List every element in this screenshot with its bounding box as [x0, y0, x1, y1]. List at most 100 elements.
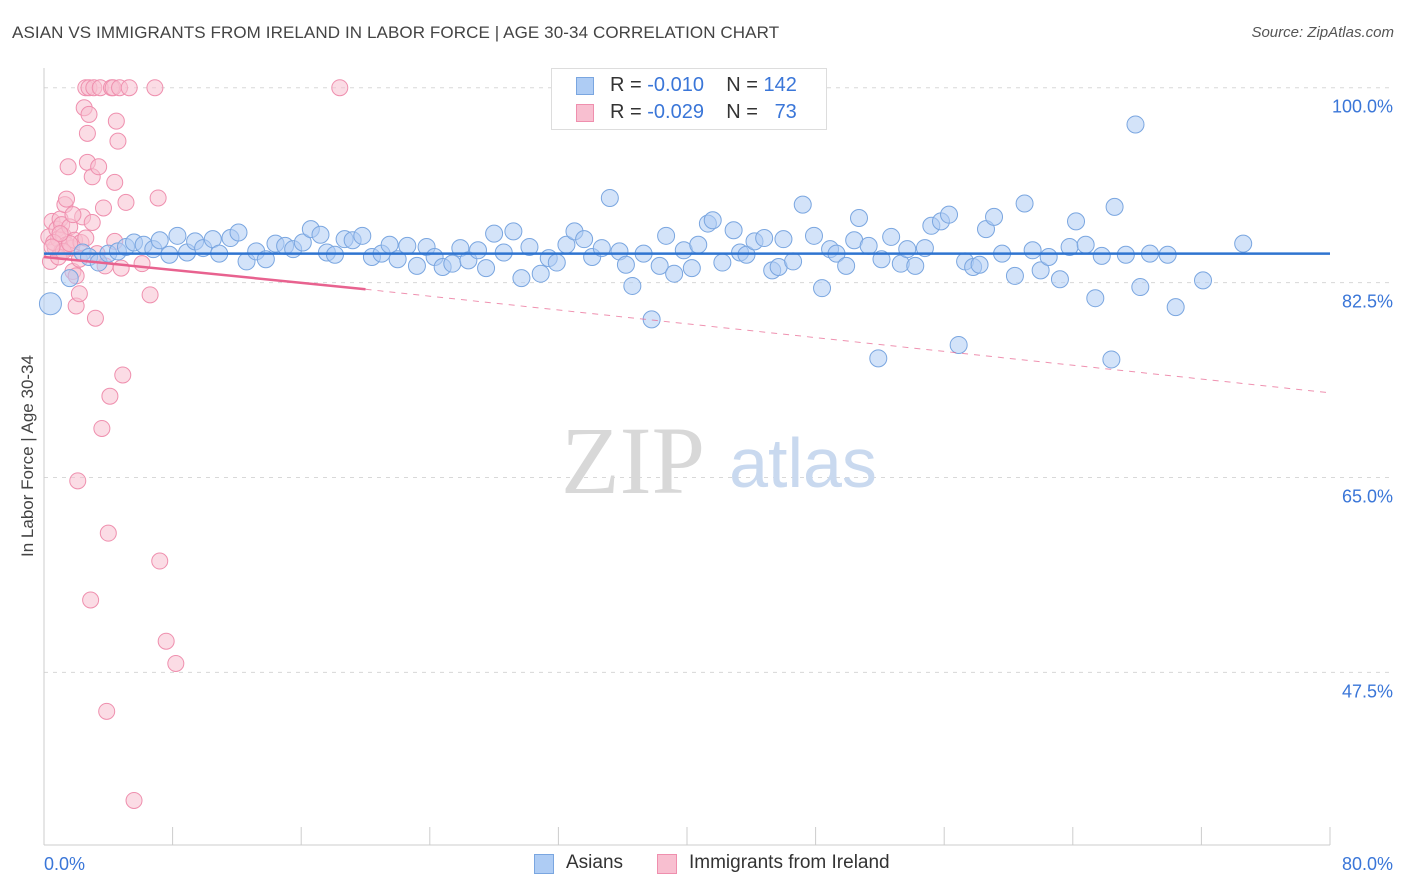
- asian-point-130: [1194, 271, 1213, 290]
- asian-point-124: [1105, 197, 1124, 216]
- asian-point-99: [898, 240, 917, 259]
- asian-point-0: [38, 292, 62, 316]
- trend-lines: [43, 252, 1331, 394]
- asian-point-75: [703, 211, 722, 230]
- ireland-point-67: [77, 229, 95, 247]
- source-label: Source: ZipAtlas.com: [1251, 24, 1394, 41]
- asian-point-88: [813, 279, 832, 298]
- asian-point-13: [168, 226, 187, 245]
- y-tick-label-0: 100.0%: [1332, 97, 1393, 117]
- asian-point-34: [353, 226, 372, 245]
- asian-points: [38, 115, 1253, 369]
- asian-point-97: [882, 227, 901, 246]
- y-tick-label-2: 65.0%: [1342, 486, 1393, 506]
- asian-point-77: [724, 221, 743, 240]
- asian-point-122: [1092, 246, 1111, 265]
- asian-point-104: [940, 205, 959, 224]
- asians-r-value: -0.010: [647, 74, 704, 96]
- asian-point-1: [60, 269, 79, 288]
- asian-point-69: [657, 226, 676, 245]
- tick-labels: 100.0% 82.5% 65.0% 47.5% 0.0% 80.0%: [44, 97, 1393, 874]
- asian-point-81: [755, 229, 774, 248]
- ireland-legend-swatch: [657, 854, 677, 874]
- asian-point-96: [872, 250, 891, 269]
- asian-point-23: [256, 250, 275, 269]
- ireland-point-38: [94, 199, 112, 217]
- asian-point-108: [970, 255, 989, 274]
- asian-point-53: [520, 237, 539, 256]
- asian-point-49: [485, 224, 504, 243]
- ireland-point-41: [99, 524, 117, 542]
- asian-point-61: [592, 239, 611, 258]
- gridlines: [44, 87, 1392, 673]
- asians-swatch: [576, 77, 594, 95]
- asian-point-27: [293, 233, 312, 252]
- ireland-points: [40, 79, 349, 809]
- asians-r-label: R =: [610, 74, 642, 96]
- x-tick-label-1: 80.0%: [1342, 854, 1393, 874]
- asian-point-73: [689, 235, 708, 254]
- chart-title: ASIAN VS IMMIGRANTS FROM IRELAND IN LABO…: [12, 23, 780, 42]
- ireland-point-29: [82, 591, 100, 609]
- ireland-point-53: [125, 791, 143, 809]
- ireland-point-46: [107, 112, 125, 130]
- ireland-point-56: [146, 79, 164, 97]
- asian-point-101: [915, 239, 934, 258]
- asian-point-29: [311, 225, 330, 244]
- asian-point-121: [1086, 289, 1105, 308]
- asian-point-127: [1131, 278, 1150, 297]
- asian-point-94: [859, 236, 878, 255]
- ireland-point-40: [98, 702, 116, 720]
- ireland-point-52: [120, 79, 138, 97]
- asian-point-62: [600, 188, 619, 207]
- asian-point-113: [1015, 194, 1034, 213]
- asian-point-44: [443, 254, 462, 273]
- ireland-point-26: [78, 124, 96, 142]
- ireland-point-13: [59, 158, 77, 176]
- asian-point-129: [1166, 298, 1185, 317]
- ireland-point-69: [43, 238, 61, 256]
- asian-point-48: [477, 259, 496, 278]
- asian-point-72: [682, 259, 701, 278]
- ireland-n-value: 73: [774, 101, 797, 123]
- y-tick-label-1: 82.5%: [1342, 292, 1393, 312]
- ireland-point-35: [90, 158, 108, 176]
- asian-point-39: [398, 236, 417, 255]
- ireland-point-20: [69, 472, 87, 490]
- watermark: ZIP atlas: [561, 407, 877, 514]
- ireland-trend-extension: [365, 288, 1331, 394]
- series-legend: Asians Immigrants from Ireland: [0, 852, 1406, 878]
- ireland-r-value: -0.029: [647, 101, 704, 123]
- asian-point-47: [469, 241, 488, 260]
- ireland-swatch: [576, 104, 594, 122]
- asian-point-115: [1031, 261, 1050, 280]
- ireland-legend-label: Immigrants from Ireland: [689, 852, 890, 873]
- asian-point-68: [650, 256, 669, 275]
- asian-point-84: [774, 230, 793, 249]
- ireland-point-45: [106, 173, 124, 191]
- ireland-point-47: [109, 132, 127, 150]
- asian-point-119: [1067, 212, 1086, 231]
- y-tick-label-3: 47.5%: [1342, 681, 1393, 701]
- asian-point-65: [623, 276, 642, 295]
- correlation-legend: R = -0.010 N = 142 R = -0.029 N = 73: [551, 68, 827, 130]
- asian-point-70: [665, 264, 684, 283]
- ireland-point-60: [167, 654, 185, 672]
- asians-legend-swatch: [534, 854, 554, 874]
- asian-point-120: [1076, 235, 1095, 254]
- ireland-point-68: [83, 213, 101, 231]
- asians-n-label: N =: [726, 74, 758, 96]
- asian-point-112: [1005, 266, 1024, 285]
- ireland-point-33: [86, 309, 104, 327]
- asian-point-54: [531, 264, 550, 283]
- asian-point-20: [229, 223, 248, 242]
- ireland-trend-line: [43, 255, 366, 291]
- asian-point-76: [713, 253, 732, 272]
- asian-point-95: [869, 349, 888, 368]
- ireland-point-51: [117, 193, 135, 211]
- ireland-point-57: [149, 189, 167, 207]
- watermark-atlas: atlas: [729, 424, 877, 502]
- ireland-point-49: [112, 259, 130, 277]
- asian-point-131: [1234, 234, 1253, 253]
